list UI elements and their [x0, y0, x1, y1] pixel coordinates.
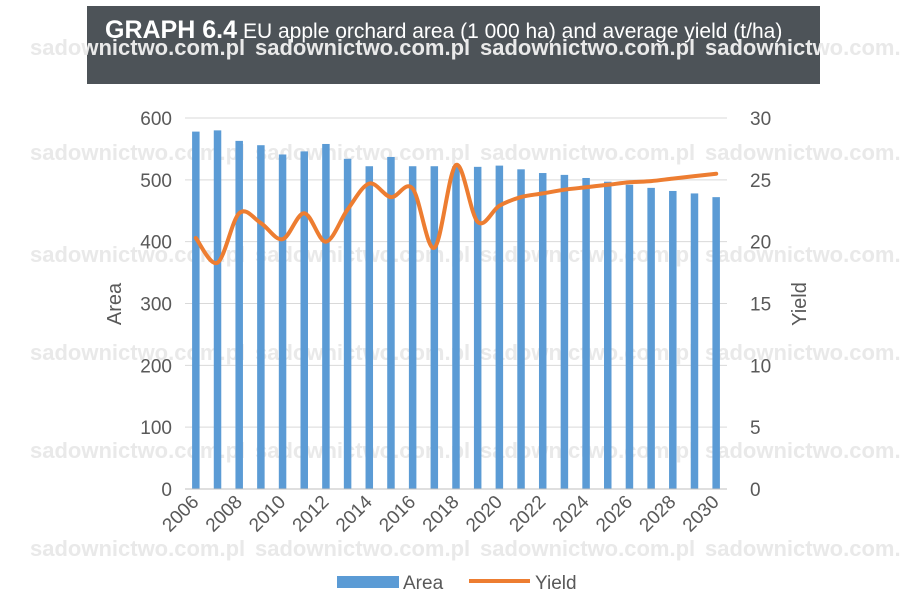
area-bar	[213, 130, 222, 489]
watermark-text: sadownictwo.com.pl	[480, 140, 695, 165]
y2-tick-label: 30	[750, 109, 771, 130]
y2-tick-label: 15	[750, 295, 771, 316]
y-tick-label: 500	[140, 171, 172, 192]
y-tick-label: 300	[140, 295, 172, 316]
area-bar	[408, 166, 417, 490]
area-bar	[192, 131, 200, 489]
watermark-text: sadownictwo.com.pl	[255, 140, 470, 165]
area-bar	[690, 193, 699, 490]
area-bar	[582, 177, 590, 489]
watermark-text: sadownictwo.com.pl	[255, 35, 470, 60]
area-bar	[495, 165, 504, 489]
y2-tick-label: 5	[750, 418, 761, 439]
graph-title: EU apple orchard area (1 000 ha) and ave…	[242, 20, 783, 43]
area-bars	[192, 130, 720, 490]
area-bar	[343, 158, 352, 489]
watermark-text: sadownictwo.com.pl	[30, 140, 245, 165]
watermark-text: sadownictwo.com.pl	[480, 536, 695, 561]
area-bar	[278, 154, 287, 489]
watermark-text: sadownictwo.com.pl	[705, 438, 900, 463]
area-bar	[365, 166, 374, 490]
y-tick-label: 600	[140, 109, 172, 130]
watermark-text: sadownictwo.com.pl	[255, 536, 470, 561]
area-bar	[430, 166, 439, 490]
watermark-text: sadownictwo.com.pl	[705, 536, 900, 561]
area-bar	[300, 151, 308, 489]
watermark-text: sadownictwo.com.pl	[30, 242, 245, 267]
area-bar	[452, 166, 460, 490]
area-bar	[712, 197, 720, 489]
x-tick-label: 2012	[289, 492, 334, 537]
graph-header: GRAPH 6.4 EU apple orchard area (1 000 ha…	[87, 6, 820, 84]
y2-tick-label: 20	[750, 233, 771, 254]
y2-tick-label: 0	[750, 480, 761, 501]
y-tick-label: 0	[161, 480, 172, 501]
yield-line	[193, 162, 719, 265]
legend: Area Yield	[337, 573, 577, 594]
watermark-text: sadownictwo.com.pl	[705, 35, 900, 60]
x-tick-label: 2026	[592, 492, 637, 537]
y-tick-label: 400	[140, 233, 172, 254]
area-bar	[517, 169, 525, 490]
y-tick-label: 200	[140, 356, 172, 377]
y-axis-title: Area	[104, 282, 126, 325]
graph-number: GRAPH 6.4	[105, 16, 237, 44]
x-tick-label: 2028	[636, 492, 681, 537]
area-bar	[257, 145, 265, 489]
watermark-text: sadownictwo.com.pl	[30, 438, 245, 463]
watermark-text: sadownictwo.com.pl	[30, 536, 245, 561]
legend-area-label: Area	[403, 573, 444, 594]
area-bar	[669, 190, 677, 490]
legend-yield-label: Yield	[535, 573, 577, 594]
area-bar	[235, 140, 243, 489]
x-tick-label: 2018	[419, 492, 464, 537]
area-bar	[560, 174, 569, 490]
watermark-text: sadownictwo.com.pl	[30, 35, 245, 60]
x-tick-label: 2016	[375, 492, 420, 537]
x-tick-label: 2022	[506, 492, 551, 537]
y2-tick-label: 25	[750, 171, 771, 192]
x-tick-label: 2024	[549, 491, 594, 536]
x-tick-label: 2014	[332, 491, 377, 536]
watermark-text: sadownictwo.com.pl	[705, 242, 900, 267]
x-tick-label: 2008	[202, 492, 247, 537]
area-bar	[604, 181, 612, 489]
watermark-text: sadownictwo.com.pl	[30, 340, 245, 365]
x-tick-label: 2030	[679, 492, 724, 537]
watermark-text: sadownictwo.com.pl	[705, 340, 900, 365]
area-bar	[322, 143, 330, 489]
y2-tick-label: 10	[750, 356, 771, 377]
area-bar	[647, 187, 655, 489]
area-bar	[387, 156, 395, 489]
area-bar	[538, 173, 547, 489]
area-bar	[473, 166, 482, 489]
y-tick-label: 100	[140, 418, 172, 439]
watermark-text: sadownictwo.com.pl	[480, 35, 695, 60]
area-bar	[625, 184, 634, 489]
x-tick-label: 2010	[245, 492, 290, 537]
y2-axis-title: Yield	[789, 282, 811, 326]
x-tick-label: 2020	[462, 492, 507, 537]
watermark-text: sadownictwo.com.pl	[705, 140, 900, 165]
legend-area-swatch	[337, 576, 399, 588]
